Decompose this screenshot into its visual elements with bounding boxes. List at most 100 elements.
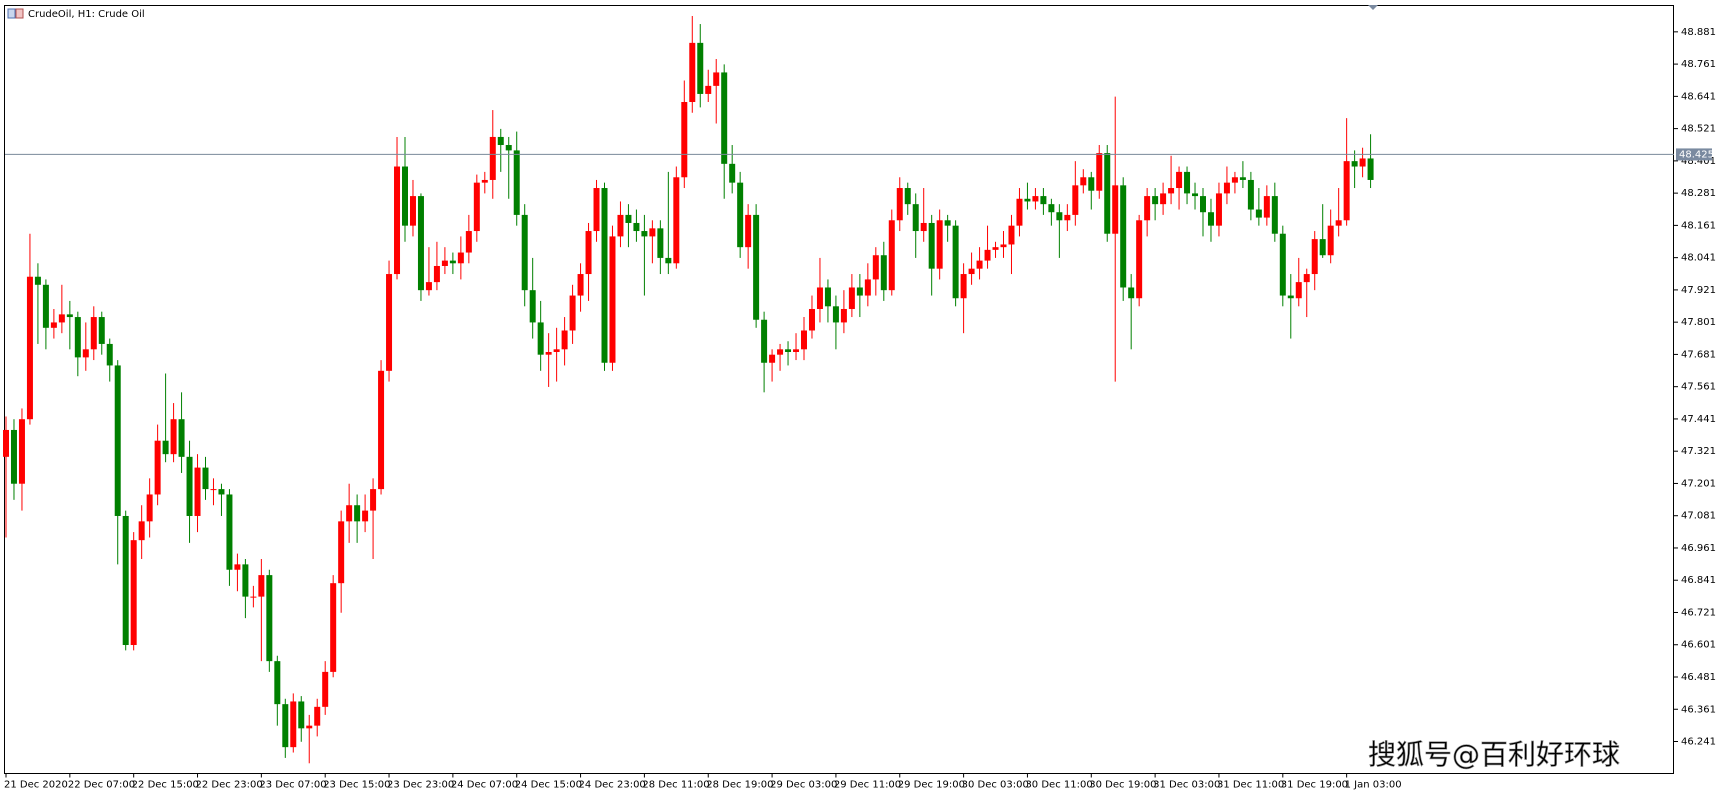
candle-body <box>1263 196 1270 218</box>
candle-body <box>944 220 951 226</box>
candle-body <box>569 295 576 331</box>
y-tick-label: 47.681 <box>1681 349 1716 360</box>
candle-body <box>489 136 496 180</box>
candle-body <box>1335 220 1342 226</box>
candle-body <box>832 306 839 323</box>
candle-body <box>625 214 632 223</box>
candle-body <box>769 354 776 363</box>
candle-body <box>378 370 385 490</box>
candle-body <box>314 706 321 726</box>
candle-body <box>82 349 89 358</box>
candle-body <box>1311 239 1318 275</box>
candle-body <box>481 179 488 183</box>
candle-body <box>1104 153 1111 234</box>
candle-body <box>665 257 672 264</box>
candle-body <box>1040 196 1047 205</box>
y-tick-label: 47.801 <box>1681 317 1716 328</box>
candle-body <box>330 583 337 672</box>
candle-body <box>872 255 879 280</box>
candle-body <box>1112 185 1119 234</box>
y-tick-label: 47.201 <box>1681 478 1716 489</box>
x-tick-label: 22 Dec 23:00 <box>196 780 263 791</box>
candle-body <box>322 671 329 707</box>
y-tick-label: 46.721 <box>1681 607 1716 618</box>
candle-body <box>984 249 991 261</box>
candle-body <box>1032 196 1039 202</box>
x-tick-label: 30 Dec 19:00 <box>1089 780 1156 791</box>
candle-body <box>1088 177 1095 191</box>
symbol-icon <box>7 8 24 19</box>
candle-body <box>673 177 680 264</box>
candle-body <box>1215 193 1222 226</box>
candle-body <box>441 260 448 266</box>
watermark: 搜狐号@百利好环球 <box>1368 738 1620 771</box>
candle-body <box>218 489 225 495</box>
candle-body <box>553 349 560 353</box>
candle-body <box>66 314 73 318</box>
candle-body <box>18 419 25 484</box>
candle-body <box>90 317 97 350</box>
candle-body <box>138 521 145 541</box>
candle-body <box>1160 193 1167 205</box>
candle-body <box>537 322 544 355</box>
candle-body <box>417 196 424 291</box>
candle-body <box>1168 188 1175 194</box>
candle-body <box>968 268 975 275</box>
candle-body <box>617 214 624 237</box>
candle-body <box>449 260 456 264</box>
candle-body <box>1207 212 1214 226</box>
y-tick-label: 48.521 <box>1681 124 1716 135</box>
candle-body <box>1200 196 1206 213</box>
candle-body <box>170 419 177 455</box>
candle-body <box>920 222 927 232</box>
candle-body <box>896 188 903 221</box>
candle-body <box>226 494 233 570</box>
candle-body <box>521 214 528 291</box>
candle-body <box>904 188 911 205</box>
candle-body <box>266 575 273 662</box>
candle-body <box>50 322 57 328</box>
x-tick-label: 29 Dec 11:00 <box>834 780 901 791</box>
candle-body <box>1287 295 1294 299</box>
candle-body <box>290 701 297 748</box>
candle-body <box>577 274 584 296</box>
y-tick-label: 46.601 <box>1681 640 1716 651</box>
candle-body <box>370 489 377 511</box>
x-tick-label: 31 Dec 03:00 <box>1153 780 1220 791</box>
candle-body <box>234 564 241 570</box>
current-price-label: 48.425 <box>1679 149 1714 160</box>
candle-body <box>1231 177 1238 183</box>
x-tick-label: 31 Dec 11:00 <box>1217 780 1284 791</box>
candle-body <box>394 166 401 275</box>
candle-body <box>848 287 855 309</box>
candle-body <box>1144 196 1151 221</box>
candle-body <box>26 276 33 420</box>
candle-body <box>1016 198 1023 226</box>
candle-body <box>362 510 369 522</box>
candle-body <box>1176 171 1183 189</box>
candle-body <box>689 42 696 103</box>
candle-body <box>74 317 81 358</box>
candle-body <box>505 145 512 151</box>
candle-body <box>354 505 361 522</box>
candle-body <box>609 236 616 363</box>
y-tick-label: 48.281 <box>1681 188 1716 199</box>
chart-title: CrudeOil, H1: Crude Oil <box>28 9 145 20</box>
candle-body <box>936 220 943 269</box>
candle-body <box>210 489 217 491</box>
candle-body <box>1080 177 1087 186</box>
candle-body <box>194 467 201 516</box>
candle-body <box>162 440 169 455</box>
candle-body <box>721 72 728 164</box>
candle-body <box>529 290 536 323</box>
candle-body <box>880 255 887 291</box>
candle-body <box>801 330 807 350</box>
candle-body <box>457 252 464 264</box>
candle-body <box>633 222 640 232</box>
candle-body <box>242 564 249 597</box>
candle-body <box>114 365 121 516</box>
x-tick-label: 29 Dec 19:00 <box>898 780 965 791</box>
candle-body <box>473 182 480 232</box>
